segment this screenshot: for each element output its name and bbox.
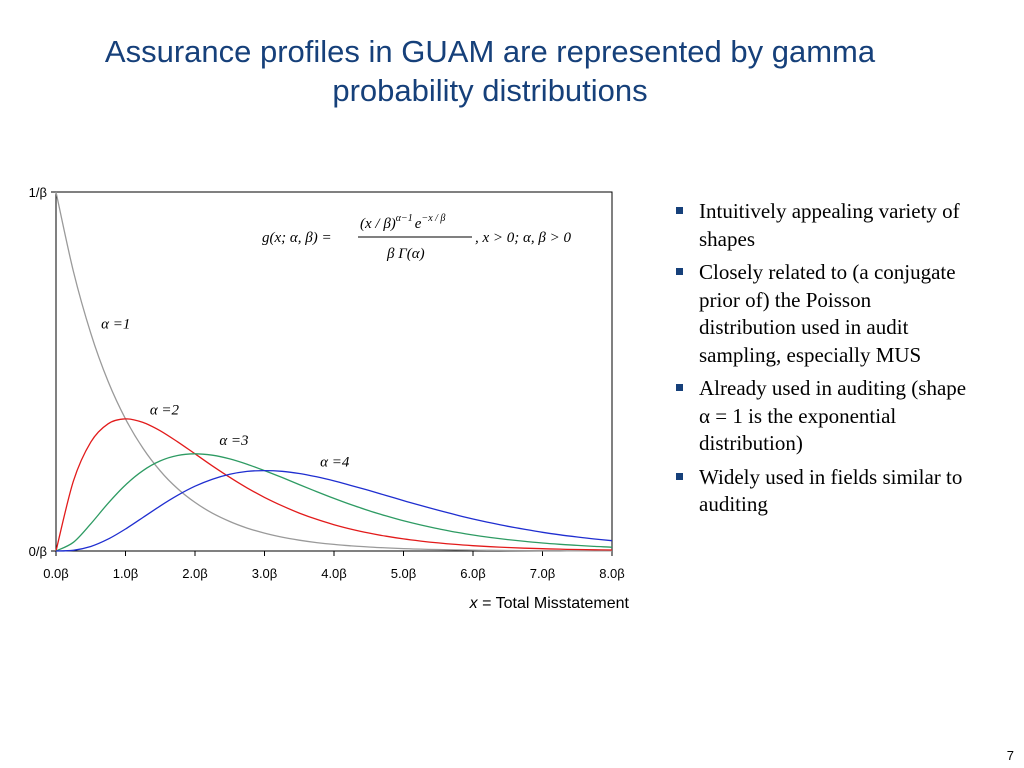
series-label-alpha-3: α =3 <box>219 433 248 449</box>
bullet-item: Already used in auditing (shape α = 1 is… <box>672 375 972 458</box>
x-tick-label: 2.0β <box>182 566 208 581</box>
bullet-list: Intuitively appealing variety of shapes … <box>672 198 972 525</box>
slide-title-line-1: Assurance profiles in GUAM are represent… <box>104 34 876 69</box>
x-tick-label: 6.0β <box>460 566 486 581</box>
x-axis-label-text: = Total Misstatement <box>478 595 630 612</box>
series-line-alpha-2 <box>55 418 613 552</box>
y-tick-label: 1/β <box>29 185 47 200</box>
square-bullet-icon <box>676 384 683 391</box>
y-tick-label: 0/β <box>29 544 47 559</box>
formula-numerator-base: (x / β) <box>360 216 396 232</box>
x-tick-label: 7.0β <box>530 566 556 581</box>
gamma-formula: g(x; α, β) = (x / β)α−1 e−x / β β Γ(α) , … <box>262 213 571 262</box>
square-bullet-icon <box>676 207 683 214</box>
x-tick-label: 5.0β <box>391 566 417 581</box>
slide-title-line-2: probability distributions <box>332 73 648 108</box>
series-label-alpha-4: α =4 <box>320 455 350 471</box>
bullet-text: Already used in auditing (shape α = 1 is… <box>699 376 967 455</box>
formula-numerator: (x / β)α−1 e−x / β <box>360 213 445 232</box>
bullet-text: Intuitively appealing variety of shapes <box>699 199 960 251</box>
formula-denominator: β Γ(α) <box>386 246 425 262</box>
formula-lhs: g(x; α, β) = <box>262 230 332 246</box>
square-bullet-icon <box>676 268 683 275</box>
x-tick-label: 8.0β <box>599 566 625 581</box>
formula-numerator-e: e <box>415 216 422 232</box>
x-tick-label: 3.0β <box>252 566 278 581</box>
page-number: 7 <box>1006 748 1014 763</box>
formula-numerator-exp1: α−1 <box>396 213 413 224</box>
bullet-item: Closely related to (a conjugate prior of… <box>672 259 972 369</box>
series-line-alpha-4 <box>55 469 613 552</box>
slide-title: Assurance profiles in GUAM are represent… <box>30 32 950 110</box>
bullet-item: Widely used in fields similar to auditin… <box>672 464 972 519</box>
formula-numerator-exp2: −x / β <box>421 213 445 224</box>
series-label-alpha-2: α =2 <box>150 403 180 419</box>
series-line-alpha-3 <box>55 453 613 552</box>
x-tick-label: 1.0β <box>113 566 139 581</box>
formula-condition: , x > 0; α, β > 0 <box>475 230 571 246</box>
x-tick-label: 0.0β <box>43 566 69 581</box>
bullet-text: Closely related to (a conjugate prior of… <box>699 260 956 367</box>
series-line-alpha-1 <box>55 191 612 552</box>
bullet-item: Intuitively appealing variety of shapes <box>672 198 972 253</box>
x-axis-label-variable: x <box>469 595 479 612</box>
x-tick-label: 4.0β <box>321 566 347 581</box>
series-label-alpha-1: α =1 <box>101 316 130 332</box>
series-layer <box>55 191 613 552</box>
x-axis-label: x = Total Misstatement <box>469 595 630 612</box>
axis-ticks: 0.0β 1.0β 2.0β 3.0β 4.0β 5.0β 6.0β 7.0β 8.0β 0/β 1… <box>29 185 625 581</box>
square-bullet-icon <box>676 472 683 480</box>
bullet-text: Widely used in fields similar to auditin… <box>699 464 963 517</box>
series-labels: α =1 α =2 α =3 α =4 <box>101 316 350 470</box>
